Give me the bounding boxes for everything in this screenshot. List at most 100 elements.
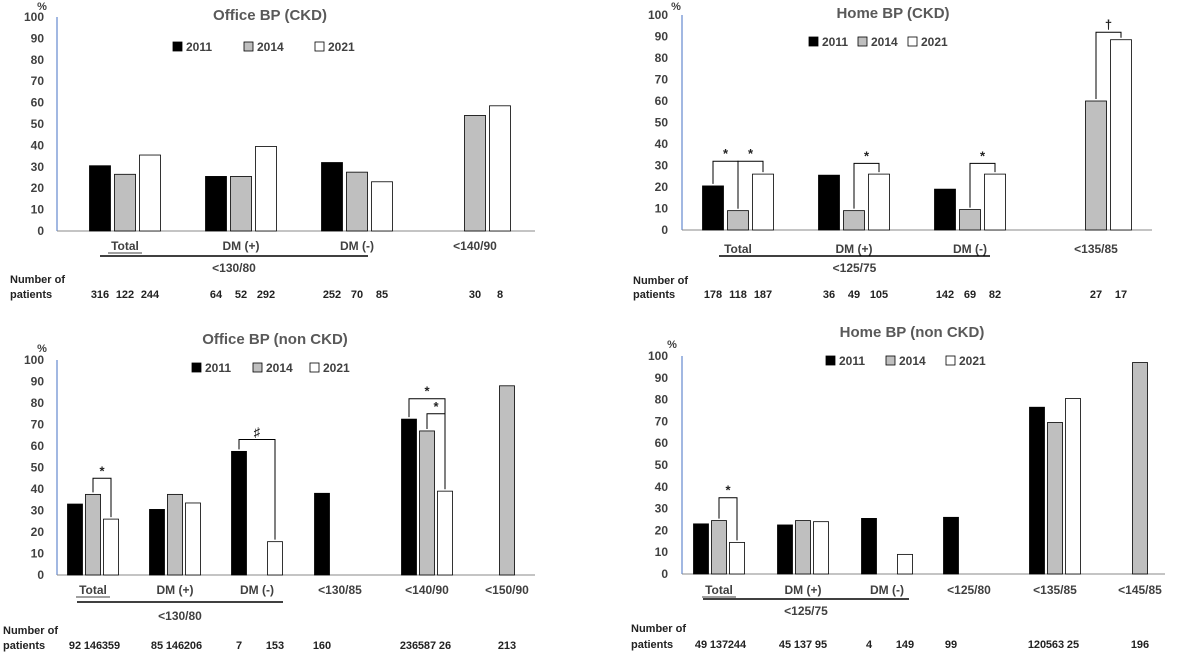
patients-label-line2: patients — [633, 289, 675, 301]
patient-count: 95 — [815, 639, 827, 651]
x-category-label: Total — [724, 242, 752, 256]
bar-2014 — [464, 115, 486, 232]
patient-count: 49 — [848, 289, 860, 301]
significance-marker: * — [748, 146, 754, 161]
chart-panel-2: Home BP (CKD)% 0 10 20 30 40 50 60 70 80 90 100 2011… — [633, 1, 1152, 301]
patient-count: 244 — [141, 289, 160, 301]
significance-marker: * — [99, 463, 105, 478]
patient-count: 587 — [418, 640, 436, 652]
y-tick-label: 80 — [31, 396, 45, 410]
bar-2011 — [149, 509, 165, 576]
patient-count: 252 — [323, 289, 341, 301]
y-tick-label: 20 — [655, 180, 669, 194]
y-tick-label: 50 — [31, 117, 45, 131]
y-tick-label: 90 — [31, 375, 45, 389]
legend-label-2011: 2011 — [839, 354, 865, 368]
patient-count: 236 — [400, 640, 418, 652]
legend-label-2014: 2014 — [257, 40, 284, 54]
y-tick-label: 0 — [661, 223, 668, 237]
x-category-label: DM (-) — [340, 239, 374, 253]
patients-label-line1: Number of — [3, 625, 58, 637]
patient-count: 563 — [1046, 639, 1064, 651]
legend-swatch-2011 — [825, 355, 836, 366]
y-tick-label: 80 — [655, 393, 669, 407]
legend-label-2014: 2014 — [871, 35, 898, 49]
bar-2021 — [1110, 39, 1132, 231]
y-axis-unit-label: % — [667, 339, 677, 351]
y-tick-label: 40 — [31, 138, 45, 152]
x-category-label: Total — [111, 239, 139, 253]
patient-count: 70 — [351, 289, 363, 301]
chart-panel-4: Home BP (non CKD)% 0 10 20 30 40 50 60 70 80 90 100… — [631, 324, 1165, 651]
y-tick-label: 40 — [655, 137, 669, 151]
patient-count: 85 — [376, 289, 388, 301]
bar-2011 — [89, 165, 111, 232]
patient-count: 52 — [235, 289, 247, 301]
patient-count: 118 — [729, 289, 747, 301]
patient-count: 85 — [151, 640, 163, 652]
bar-2014 — [346, 171, 368, 232]
patient-count: 82 — [989, 289, 1001, 301]
legend-swatch-2021 — [314, 41, 325, 52]
bar-2011 — [205, 176, 227, 232]
bar-2014 — [959, 209, 981, 231]
patient-count: 99 — [945, 639, 957, 651]
y-tick-label: 50 — [655, 116, 669, 130]
y-tick-label: 70 — [31, 418, 45, 432]
patient-count: 122 — [116, 289, 134, 301]
patient-count: 153 — [266, 640, 284, 652]
significance-bracket — [718, 497, 738, 541]
y-tick-label: 0 — [37, 568, 44, 582]
patient-count: 146 — [84, 640, 102, 652]
y-tick-label: 10 — [655, 545, 669, 559]
bar-2021 — [103, 518, 119, 576]
patient-count: 178 — [704, 289, 722, 301]
bar-2021 — [1065, 398, 1081, 575]
patient-count: 160 — [313, 640, 331, 652]
bar-2014 — [727, 210, 749, 231]
y-tick-label: 10 — [31, 547, 45, 561]
bar-2011 — [231, 450, 247, 576]
x-category-label: DM (-) — [240, 583, 274, 597]
y-tick-label: 70 — [655, 73, 669, 87]
legend-label-2011: 2011 — [205, 361, 231, 375]
bar-2011 — [314, 492, 330, 576]
legend-label-2021: 2021 — [959, 354, 986, 368]
bar-2014 — [167, 493, 183, 576]
x-category-label: <135/85 — [1074, 242, 1118, 256]
significance-bracket — [426, 413, 446, 490]
y-tick-label: 10 — [31, 203, 45, 217]
bar-2014 — [1047, 422, 1063, 575]
patient-count: 137 — [710, 639, 728, 651]
patient-count: 149 — [896, 639, 914, 651]
x-category-label: DM (+) — [836, 242, 873, 256]
patients-label-line1: Number of — [631, 623, 686, 635]
patient-count: 187 — [754, 289, 772, 301]
significance-marker: † — [1105, 17, 1112, 32]
legend-swatch-2011 — [191, 362, 202, 373]
x-category-label: Total — [79, 583, 107, 597]
patient-count: 316 — [91, 289, 109, 301]
significance-bracket — [92, 477, 112, 518]
patient-count: 17 — [1115, 289, 1127, 301]
patient-count: 64 — [210, 289, 223, 301]
significance-marker: ♯ — [254, 425, 261, 440]
bar-2011 — [67, 503, 83, 576]
legend-label-2021: 2021 — [921, 35, 948, 49]
bar-2021 — [868, 173, 890, 231]
x-category-label: DM (+) — [785, 583, 822, 597]
bar-2011 — [321, 162, 343, 232]
legend-label-2021: 2021 — [323, 361, 350, 375]
bar-2014 — [711, 520, 727, 575]
patient-count: 359 — [102, 640, 120, 652]
y-tick-label: 80 — [655, 51, 669, 65]
patient-count: 7 — [236, 640, 242, 652]
y-tick-label: 60 — [31, 96, 45, 110]
y-tick-label: 0 — [661, 567, 668, 581]
y-tick-label: 40 — [655, 480, 669, 494]
patient-count: 292 — [257, 289, 275, 301]
y-tick-label: 20 — [655, 523, 669, 537]
patients-label-line1: Number of — [633, 275, 688, 287]
bar-2014 — [795, 520, 811, 575]
significance-bracket — [737, 160, 764, 209]
